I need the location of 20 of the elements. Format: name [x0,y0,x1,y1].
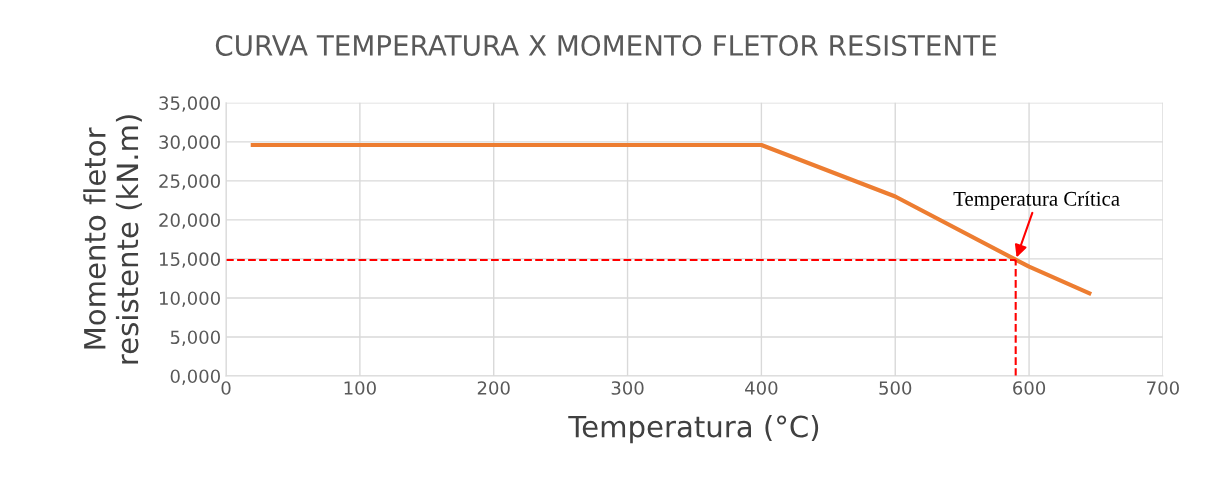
y-tick-label: 30,000 [159,135,220,151]
chart-title: CURVA TEMPERATURA X MOMENTO FLETOR RESISTENTE [215,34,996,56]
x-tick-label: 400 [745,381,778,395]
x-tick-label: 500 [879,381,912,395]
x-tick-label: 700 [1147,381,1179,395]
x-tick-label: 300 [611,381,644,395]
y-tick-label: 5,000 [170,330,220,346]
y-axis-title: Momento fletor resistente (kN.m) [83,115,142,364]
y-tick-label: 15,000 [159,252,220,268]
x-tick-label: 200 [477,381,510,395]
x-tick-label: 600 [1013,381,1046,395]
y-tick-label: 20,000 [159,213,220,229]
x-tick-label: 0 [221,381,231,395]
y-tick-label: 25,000 [159,174,220,190]
x-axis-title: Temperatura (°C) [568,415,819,444]
y-tick-label: 0,000 [170,369,220,385]
x-tick-label: 100 [344,381,376,395]
annotation: Temperatura Crítica [953,191,1120,211]
y-tick-label: 10,000 [159,291,220,307]
y-tick-label: 35,000 [159,96,220,112]
